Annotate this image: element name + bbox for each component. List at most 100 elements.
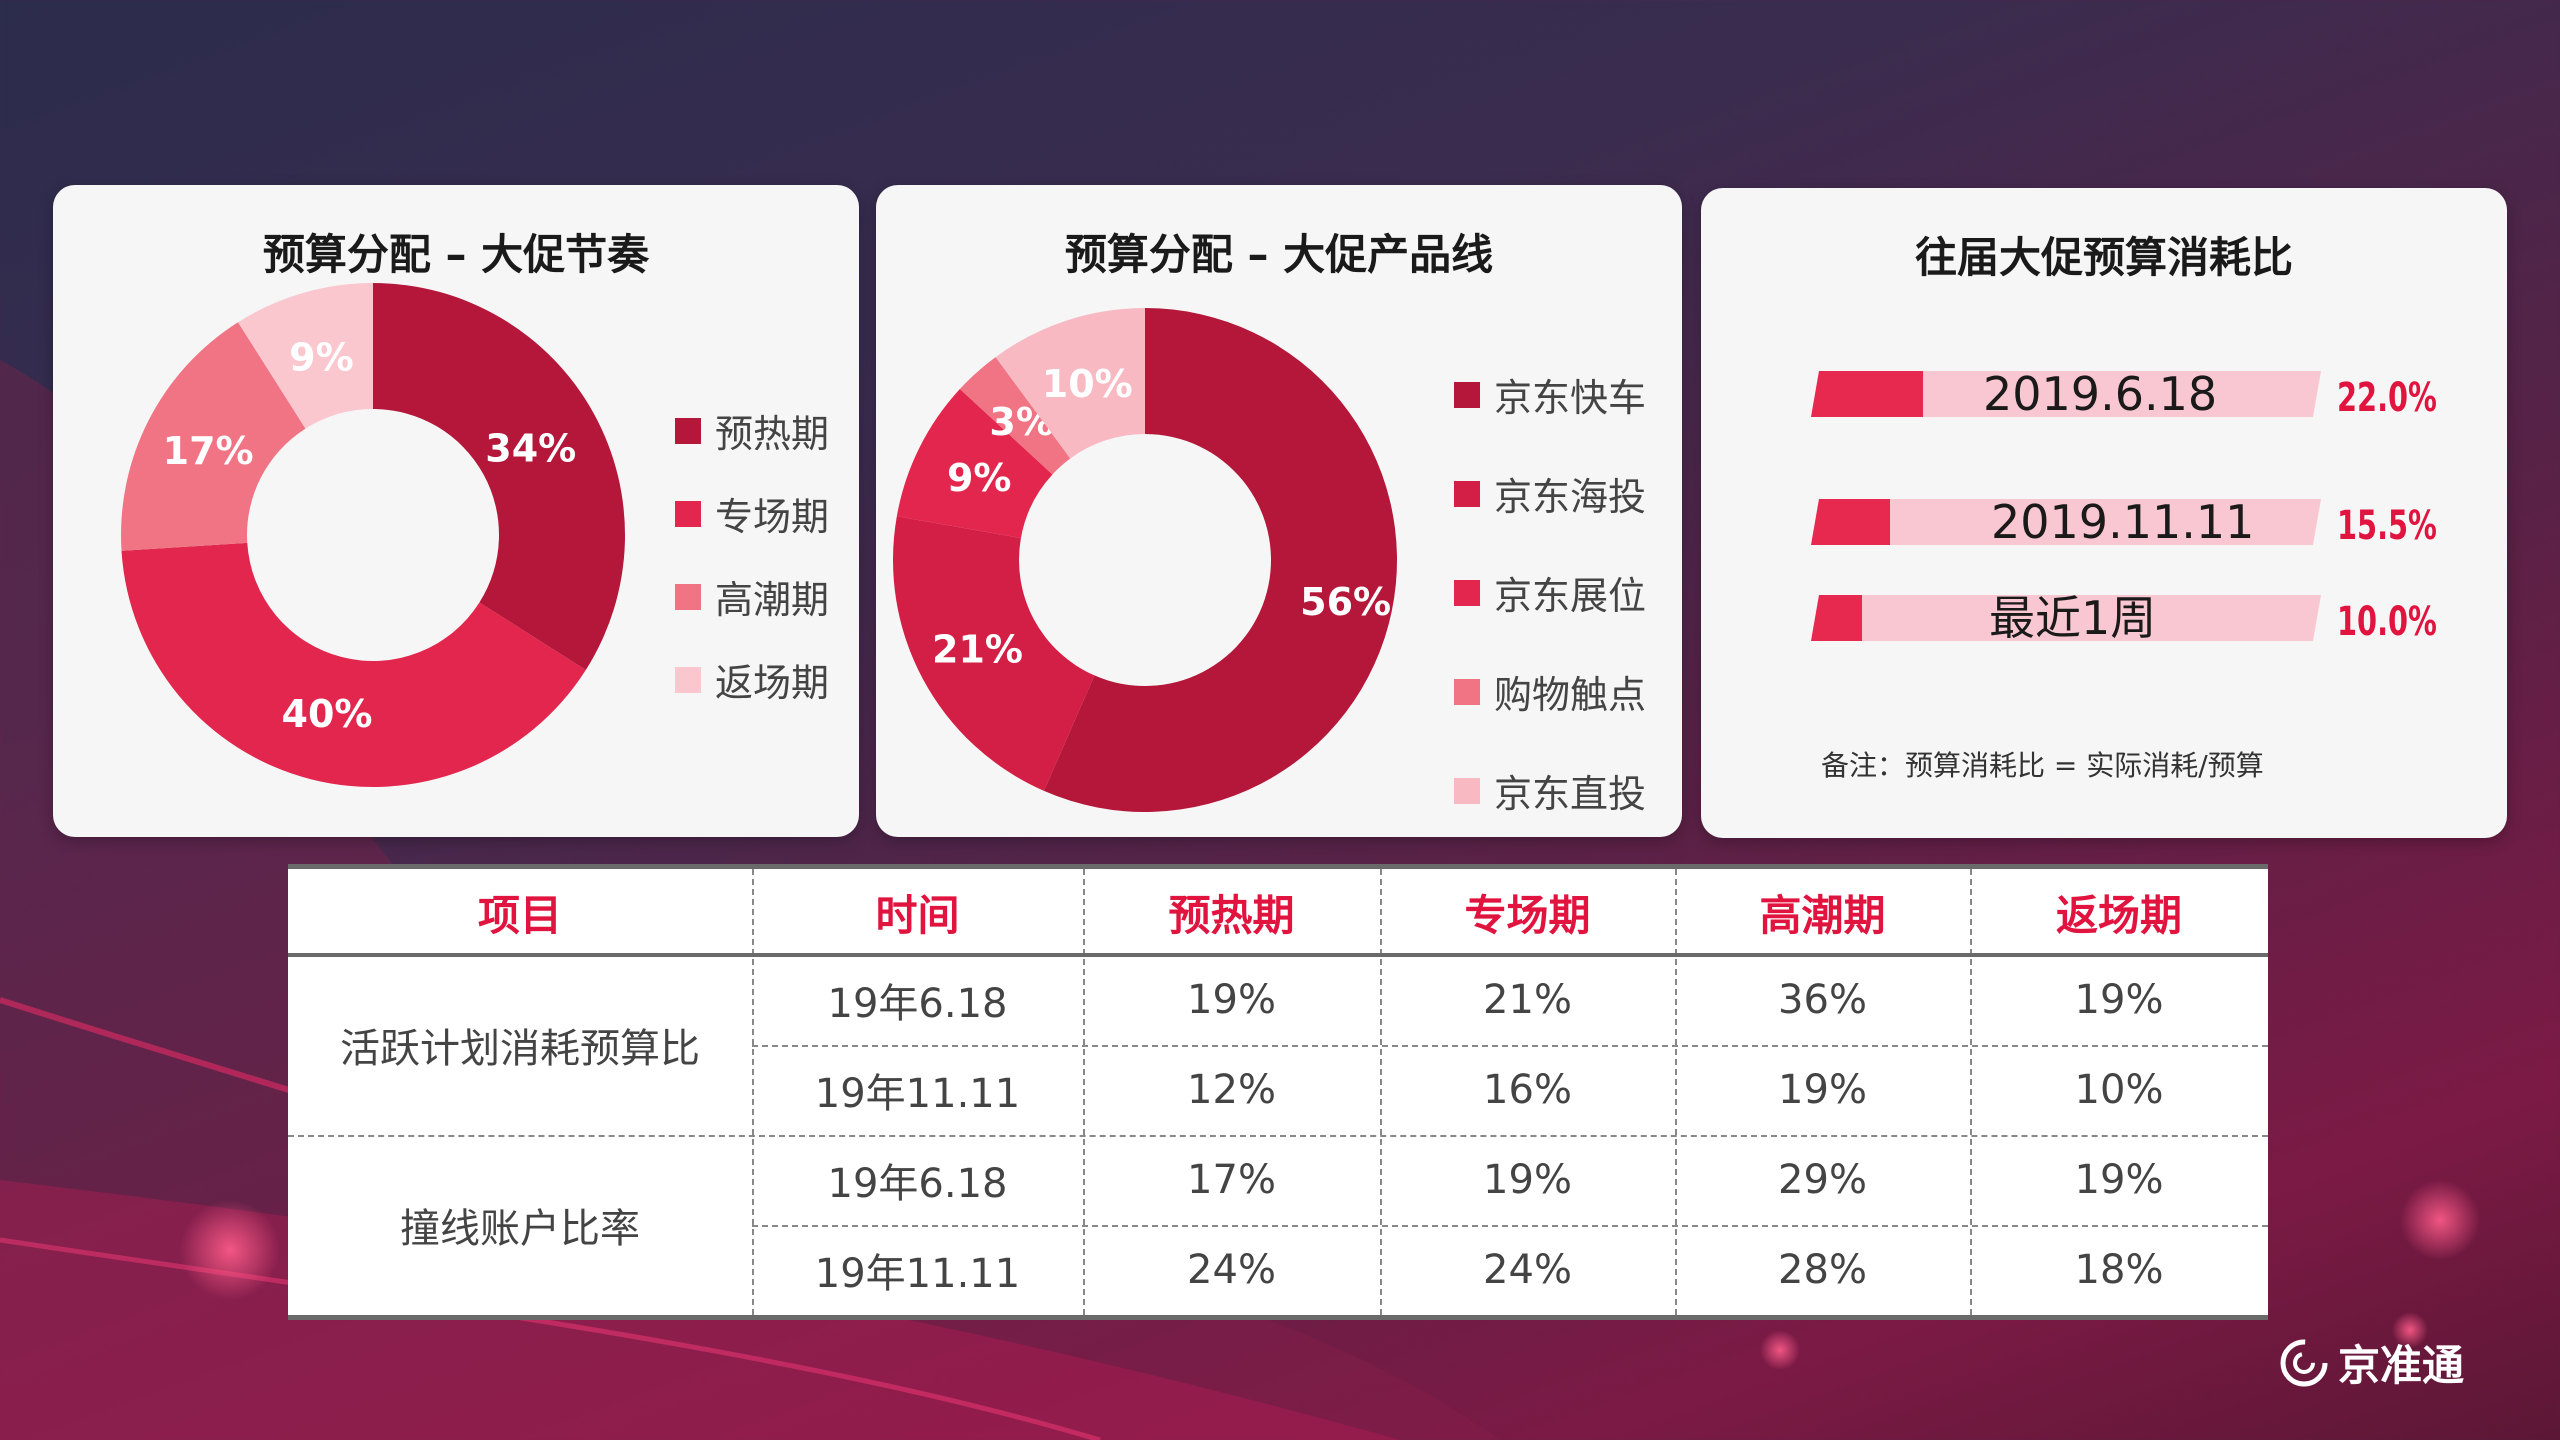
table-time-cell: 19年11.11 (814, 1251, 1021, 1297)
chart-title: 预算分配 – 大促节奏 (262, 230, 650, 279)
legend-item: 京东快车 (1454, 367, 1646, 422)
donut-chart-rhythm: 34% 40% 17% 9% (121, 283, 625, 787)
slice-1 (1043, 308, 1397, 812)
legend-swatch (675, 666, 701, 693)
budget-table: 项目 时间 预热期 专场期 高潮期 返场期 活跃计划消耗预算比 19年6.18 19% 21% 36… (288, 864, 2268, 1320)
table-header-cell: 预热期 (1168, 890, 1295, 940)
legend-label: 京东海投 (1494, 475, 1647, 519)
chart-title: 往届大促预算消耗比 (1914, 233, 2293, 282)
slice-2 (893, 516, 1095, 791)
table-divider (752, 1225, 2268, 1227)
legend-swatch (675, 583, 701, 610)
brand-logo: 京准通 (2278, 1332, 2464, 1393)
table-value-cell: 19% (1483, 1157, 1572, 1203)
bar-row: 2019.11.11 15.5% (1811, 497, 2560, 569)
bar-track (1811, 595, 2321, 641)
table-value-cell: 19% (1778, 1067, 1867, 1113)
table-value-cell: 17% (1187, 1157, 1276, 1203)
table-group-label: 活跃计划消耗预算比 (340, 1026, 700, 1072)
slice-label-3: 9% (947, 456, 1012, 500)
legend-item: 专场期 (675, 486, 829, 541)
legend-item: 京东海投 (1454, 466, 1646, 521)
bar-value-label: 10.0% (2337, 599, 2437, 645)
slice-label-2: 40% (282, 692, 373, 736)
legend-swatch (1454, 777, 1480, 804)
table-group-label: 撞线账户比率 (400, 1206, 640, 1252)
brand-name: 京准通 (2338, 1341, 2465, 1390)
slice-label-1: 56% (1300, 580, 1391, 624)
legend-item: 京东直投 (1454, 763, 1646, 818)
table-value-cell: 36% (1778, 977, 1867, 1023)
slice-label-5: 10% (1042, 362, 1133, 406)
table-header-divider (288, 953, 2268, 957)
table-time-cell: 19年6.18 (827, 1161, 1008, 1207)
slice-label-2: 21% (932, 628, 1023, 672)
table-time-cell: 19年11.11 (814, 1071, 1021, 1117)
table-value-cell: 19% (2074, 1157, 2164, 1203)
bar-category-label: 2019.6.18 (1983, 367, 2218, 421)
slice-label-3: 17% (163, 429, 254, 473)
card-product-line: 预算分配 – 大促产品线 56% 21% 9% 3% 10% 京东快车 京东海投 京东展位购… (876, 185, 1682, 837)
legend-label: 京东直投 (1494, 772, 1647, 816)
table-divider (1970, 869, 1972, 1315)
legend-item: 购物触点 (1454, 664, 1646, 719)
bar-track (1811, 499, 2321, 545)
table-value-cell: 12% (1187, 1067, 1276, 1113)
bar-fill (1811, 499, 1891, 545)
table-value-cell: 29% (1778, 1157, 1867, 1203)
card-consumption: 往届大促预算消耗比 2019.6.18 22.0% 2019.11.11 15.5% 最… (1701, 188, 2507, 838)
slice-4 (237, 283, 373, 429)
jzt-logo-icon (2280, 1339, 2328, 1386)
bar-row: 最近1周 10.0% (1811, 591, 2560, 665)
legend-swatch (675, 500, 701, 527)
bar-fill (1811, 595, 1862, 641)
legend-item: 高潮期 (675, 569, 829, 624)
legend-swatch (1454, 381, 1480, 408)
table-divider (288, 1135, 2268, 1137)
bar-category-label: 最近1周 (1989, 591, 2157, 645)
table-value-cell: 28% (1778, 1247, 1867, 1293)
slice-4 (959, 357, 1071, 475)
table-value-cell: 16% (1483, 1067, 1572, 1113)
slice-label-1: 34% (485, 426, 576, 470)
table-header-cell: 时间 (875, 890, 960, 940)
legend-label: 返场期 (715, 661, 830, 705)
table-divider (1380, 869, 1382, 1315)
legend-swatch (1454, 678, 1480, 705)
chart-title: 预算分配 – 大促产品线 (1064, 230, 1494, 279)
legend-item: 返场期 (675, 652, 829, 707)
slice-1 (373, 283, 625, 671)
bar-group: 2019.6.18 22.0% 2019.11.11 15.5% 最近1周 10.0% (1811, 369, 2511, 671)
slice-5 (995, 308, 1145, 459)
table-value-cell: 24% (1483, 1247, 1572, 1293)
table-divider (1083, 869, 1085, 1315)
slice-2 (121, 542, 586, 787)
legend-item: 京东展位 (1454, 565, 1646, 620)
slice-label-4: 9% (289, 335, 354, 379)
bar-value-label: 15.5% (2337, 503, 2437, 549)
legend-rhythm: 预热期专场期高潮期返场期 (675, 403, 829, 735)
formula-note: 备注：预算消耗比 = 实际消耗/预算 (1821, 749, 2264, 782)
table-time-cell: 19年6.18 (827, 981, 1008, 1027)
legend-swatch (675, 417, 701, 444)
legend-label: 京东快车 (1494, 376, 1647, 420)
legend-swatch (1454, 579, 1480, 606)
slice-3 (121, 322, 306, 551)
bar-row: 2019.6.18 22.0% (1811, 367, 2560, 441)
table-header-cell: 专场期 (1464, 890, 1591, 940)
table-header-cell: 项目 (477, 890, 562, 940)
slice-3 (896, 389, 1053, 539)
table-value-cell: 18% (2074, 1247, 2164, 1293)
table-header-cell: 返场期 (2055, 890, 2182, 940)
bar-value-label: 22.0% (2337, 375, 2437, 421)
legend-product-line: 京东快车京东海投京东展位购物触点京东直投 (1454, 367, 1646, 862)
legend-swatch (1454, 480, 1480, 507)
legend-label: 预热期 (715, 412, 830, 456)
bar-fill (1811, 371, 1924, 417)
table-value-cell: 19% (2074, 977, 2164, 1023)
table-value-cell: 19% (1187, 977, 1276, 1023)
table-value-cell: 21% (1483, 977, 1572, 1023)
donut-chart-product-line: 56%21%9%3%10% (893, 308, 1397, 812)
table-value-cell: 10% (2074, 1067, 2164, 1113)
table-value-cell: 24% (1187, 1247, 1276, 1293)
